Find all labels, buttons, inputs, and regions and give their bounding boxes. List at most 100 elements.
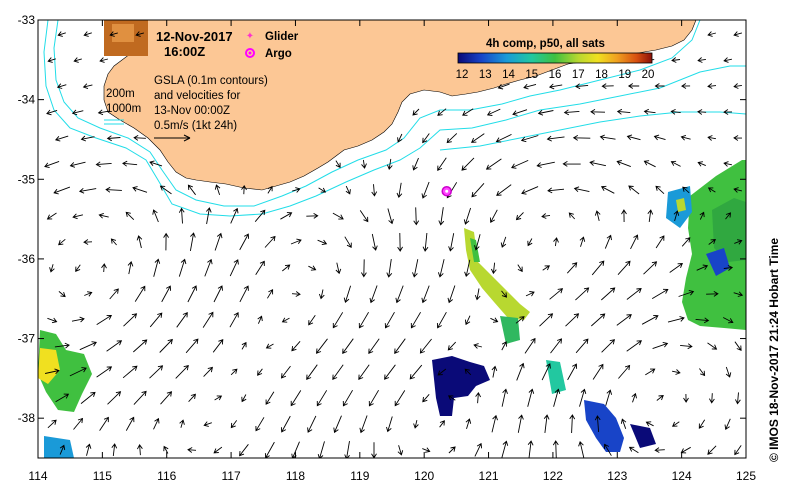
- velocity-arrow-icon: [590, 313, 606, 327]
- velocity-arrow-icon: [708, 238, 716, 245]
- velocity-arrow-icon: [44, 160, 60, 169]
- argo-float-center: [445, 189, 449, 193]
- velocity-arrow-icon: [306, 213, 319, 219]
- velocity-arrow-icon: [567, 363, 578, 381]
- y-tick-label: -34: [18, 93, 36, 107]
- sst-patch-center: [464, 228, 530, 320]
- velocity-arrow-icon: [230, 420, 238, 429]
- velocity-arrow-icon: [46, 212, 57, 220]
- velocity-arrow-icon: [342, 389, 353, 407]
- velocity-arrow-icon: [176, 312, 188, 328]
- velocity-arrow-icon: [546, 135, 565, 142]
- velocity-arrow-icon: [464, 315, 471, 326]
- velocity-arrow-icon: [291, 291, 301, 297]
- velocity-arrow-icon: [707, 31, 717, 37]
- x-tick-label: 118: [286, 469, 305, 483]
- plot-border: [37, 19, 747, 459]
- velocity-arrow-icon: [667, 316, 685, 323]
- velocity-arrow-icon: [723, 161, 732, 167]
- velocity-arrow-icon: [630, 234, 639, 250]
- velocity-arrow-icon: [54, 342, 70, 349]
- velocity-arrow-icon: [317, 239, 328, 246]
- velocity-arrow-icon: [500, 236, 507, 248]
- velocity-arrow-icon: [537, 109, 554, 116]
- velocity-arrow-icon: [549, 288, 564, 300]
- velocity-arrow-icon: [669, 263, 683, 273]
- velocity-arrow-icon: [317, 441, 325, 458]
- velocity-arrow-icon: [149, 365, 164, 379]
- velocity-arrow-icon: [491, 414, 498, 433]
- sst-patch-south-navy-3: [630, 424, 656, 448]
- velocity-arrow-icon: [437, 259, 445, 278]
- velocity-arrow-icon: [159, 185, 172, 195]
- velocity-arrow-icon: [384, 311, 395, 329]
- velocity-arrow-icon: [308, 314, 316, 326]
- velocity-arrow-icon: [620, 418, 627, 429]
- colorbar-ticks: 12 13 14 15 16 17 18 19 20: [456, 69, 655, 81]
- velocity-arrow-icon: [179, 419, 185, 428]
- velocity-arrow-icon: [733, 187, 743, 193]
- velocity-arrow-icon: [332, 312, 344, 329]
- velocity-arrow-icon: [281, 317, 290, 323]
- argo-float-marker[interactable]: [441, 185, 452, 197]
- velocity-arrow-icon: [643, 108, 656, 115]
- velocity-arrow-icon: [575, 338, 589, 354]
- velocity-arrow-icon: [447, 341, 457, 351]
- velocity-arrow-icon: [239, 233, 250, 251]
- velocity-arrow-icon: [517, 414, 524, 433]
- velocity-arrow-icon: [616, 314, 632, 326]
- velocity-arrow-icon: [187, 285, 197, 303]
- velocity-arrow-icon: [203, 366, 213, 377]
- velocity-arrow-icon: [106, 135, 121, 142]
- velocity-arrow-icon: [497, 83, 510, 90]
- velocity-arrow-icon: [515, 212, 524, 221]
- velocity-arrow-icon: [203, 421, 212, 427]
- velocity-arrow-icon: [255, 417, 265, 432]
- velocity-arrow-icon: [670, 160, 681, 167]
- velocity-arrow-icon: [495, 133, 512, 143]
- velocity-arrow-icon: [80, 391, 96, 404]
- velocity-arrow-icon: [448, 446, 456, 454]
- velocity-arrow-icon: [189, 232, 196, 251]
- velocity-arrow-icon: [680, 343, 693, 350]
- info-line-2: and velocities for: [154, 90, 240, 102]
- velocity-arrow-icon: [175, 364, 189, 379]
- velocity-arrow-icon: [187, 447, 197, 453]
- colorbar-tick-label: 18: [595, 69, 608, 81]
- velocity-arrow-icon: [461, 157, 475, 171]
- velocity-arrow-icon: [47, 317, 58, 324]
- velocity-arrow-icon: [409, 364, 423, 380]
- velocity-arrow-icon: [550, 338, 563, 354]
- argo-marker-dot: [248, 51, 252, 55]
- velocity-arrow-icon: [413, 207, 420, 226]
- velocity-arrow-icon: [212, 339, 224, 353]
- velocity-arrow-icon: [699, 211, 705, 220]
- velocity-arrow-icon: [698, 419, 706, 429]
- velocity-arrow-icon: [82, 83, 93, 90]
- velocity-arrow-icon: [699, 368, 706, 377]
- velocity-arrow-icon: [656, 394, 664, 401]
- x-tick-label: 114: [28, 469, 47, 483]
- velocity-arrow-icon: [527, 440, 534, 458]
- velocity-arrow-icon: [73, 417, 84, 430]
- velocity-arrow-icon: [69, 161, 86, 168]
- velocity-arrow-icon: [54, 135, 69, 142]
- velocity-arrow-icon: [59, 444, 66, 455]
- velocity-arrow-icon: [132, 339, 148, 353]
- velocity-arrow-icon: [548, 83, 563, 90]
- velocity-arrow-icon: [306, 364, 318, 380]
- depth-label-200m: 200m: [106, 88, 135, 100]
- velocity-arrow-icon: [122, 160, 138, 167]
- velocity-arrow-icon: [605, 389, 613, 406]
- x-tick-label: 122: [543, 469, 563, 483]
- velocity-arrow-icon: [110, 238, 117, 246]
- y-tick-label: -33: [18, 13, 36, 27]
- velocity-arrow-icon: [213, 446, 223, 454]
- velocity-arrow-icon: [361, 259, 367, 278]
- velocity-arrow-icon: [672, 421, 680, 427]
- velocity-arrow-icon: [563, 109, 580, 116]
- velocity-arrow-icon: [394, 338, 406, 354]
- velocity-arrow-icon: [601, 339, 616, 353]
- isobath-200m: [53, 20, 701, 207]
- velocity-arrow-icon: [358, 364, 370, 380]
